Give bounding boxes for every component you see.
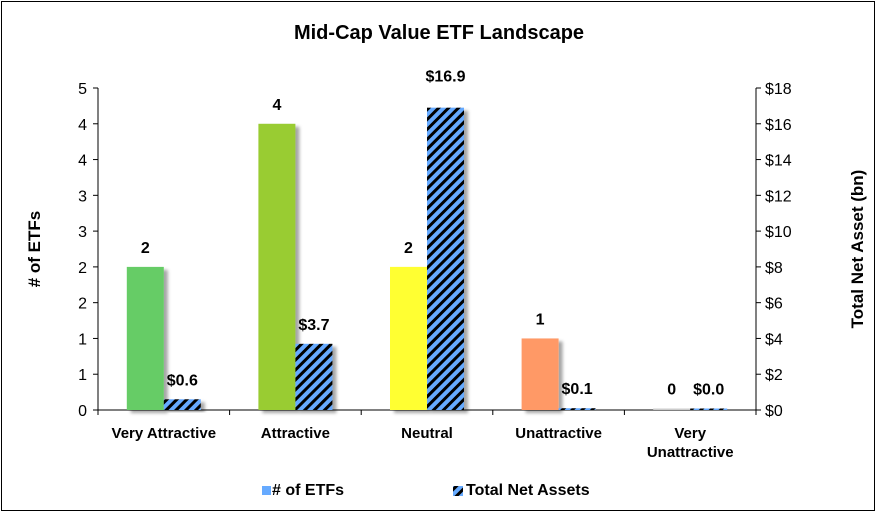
- etf-count-label: 2: [141, 240, 150, 257]
- left-tick-label: 2: [78, 296, 87, 313]
- category-label: Unattractive: [647, 444, 734, 461]
- etf-count-label: 2: [404, 240, 413, 257]
- right-tick-label: $4: [765, 331, 783, 348]
- left-tick-label: 3: [78, 224, 87, 241]
- right-tick-label: $2: [765, 367, 783, 384]
- legend-swatch-net-assets: [453, 486, 463, 496]
- legend-label-net-assets: Total Net Assets: [466, 482, 590, 499]
- etf-count-bar: [258, 123, 296, 411]
- right-tick-label: $6: [765, 296, 783, 313]
- chart-title: Mid-Cap Value ETF Landscape: [294, 22, 584, 44]
- left-tick-label: 5: [78, 81, 87, 98]
- net-assets-label: $0.0: [693, 382, 724, 399]
- category-label: Attractive: [261, 425, 330, 442]
- right-tick-label: $10: [765, 224, 792, 241]
- right-tick-label: $14: [765, 153, 792, 170]
- etf-count-bar: [521, 338, 559, 410]
- net-assets-label: $0.1: [562, 381, 593, 398]
- right-axis-title: Total Net Asset (bn): [848, 170, 867, 329]
- left-tick-label: 0: [78, 403, 87, 420]
- etf-count-label: 0: [667, 382, 676, 399]
- category-label: Neutral: [401, 425, 453, 442]
- net-assets-bar: [558, 408, 596, 410]
- right-tick-label: $18: [765, 81, 792, 98]
- category-label: Very Attractive: [112, 425, 217, 442]
- etf-count-bar: [126, 266, 164, 410]
- category-label: Very: [674, 425, 706, 442]
- left-tick-label: 4: [78, 153, 87, 170]
- net-assets-bar: [427, 107, 464, 410]
- etf-count-bar: [390, 266, 427, 410]
- net-assets-bar: [295, 343, 333, 410]
- right-tick-label: $0: [765, 403, 783, 420]
- net-assets-label: $0.6: [167, 372, 198, 389]
- etf-count-label: 4: [272, 97, 281, 114]
- etf-count-label: 1: [536, 311, 545, 328]
- right-tick-label: $8: [765, 260, 783, 277]
- left-axis-title: # of ETFs: [25, 211, 44, 288]
- net-assets-label: $3.7: [298, 317, 329, 334]
- left-tick-label: 3: [78, 188, 87, 205]
- category-label: Unattractive: [515, 425, 602, 442]
- left-tick-label: 1: [78, 367, 87, 384]
- right-tick-label: $16: [765, 117, 792, 134]
- net-assets-bar: [163, 399, 201, 410]
- left-tick-label: 1: [78, 331, 87, 348]
- right-tick-label: $12: [765, 188, 792, 205]
- legend-label-etfs: # of ETFs: [272, 482, 344, 499]
- etf-count-bar: [653, 408, 691, 410]
- left-tick-label: 2: [78, 260, 87, 277]
- left-tick-label: 4: [78, 117, 87, 134]
- legend-swatch-etfs: [262, 486, 271, 495]
- net-assets-label: $16.9: [425, 69, 465, 86]
- net-assets-bar: [690, 408, 728, 410]
